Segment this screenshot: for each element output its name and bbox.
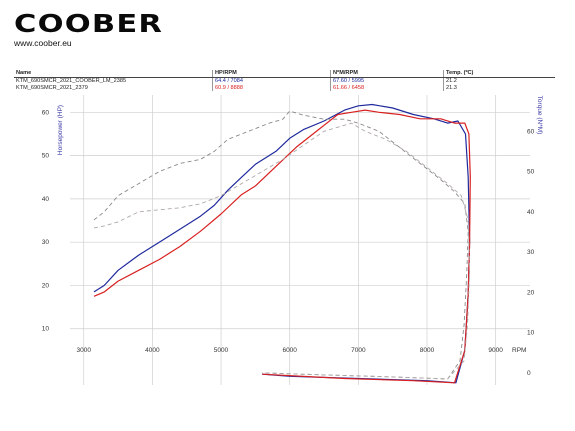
x-tick-label: 6000	[282, 347, 297, 354]
y-tick-label-right: 0	[527, 370, 531, 377]
x-axis-label: RPM	[512, 347, 526, 354]
legend-run-temp: 21.2	[443, 77, 555, 85]
coober-logo: COOBER	[14, 9, 164, 38]
x-tick-label: 3000	[76, 347, 91, 354]
y-tick-label-left: 50	[42, 153, 50, 160]
legend-run-hp: 60.9 / 8888	[212, 84, 331, 92]
legend-header-torque: N*M/RPM	[330, 70, 444, 78]
power-curve-series	[93, 109, 471, 384]
legend-row[interactable]: KTM_690SMCR_2021_2379 60.9 / 8888 61.66 …	[14, 84, 555, 92]
grid-layer	[70, 95, 530, 385]
power-curve-series	[93, 103, 471, 384]
x-tick-label: 9000	[488, 347, 503, 354]
brand-header: COOBER www.coober.eu	[14, 11, 162, 48]
y-tick-label-left: 10	[42, 326, 50, 333]
legend-row[interactable]: KTM_690SMCR_2021_COOBER_LM_2385 64.4 / 7…	[14, 77, 555, 85]
x-tick-label: 5000	[214, 347, 229, 354]
legend-run-torque: 67.60 / 5995	[330, 77, 444, 85]
x-tick-label: 4000	[145, 347, 160, 354]
torque-curve-series	[93, 110, 469, 380]
legend-header-name: Name	[14, 70, 213, 78]
y-tick-label-right: 20	[527, 289, 535, 296]
x-tick-label: 7000	[351, 347, 366, 354]
legend-header-row: Name HP/RPM N*M/RPM Temp. (ºC)	[14, 70, 555, 78]
y-tick-label-right: 50	[527, 169, 535, 176]
y-axis-label-right: Torque (N*M)	[536, 96, 543, 135]
y-tick-label-right: 40	[527, 209, 535, 216]
series-layer	[93, 103, 471, 384]
y-tick-label-left: 20	[42, 282, 50, 289]
y-tick-label-left: 30	[42, 239, 50, 246]
y-tick-label-right: 10	[527, 330, 535, 337]
legend-run-name: KTM_690SMCR_2021_COOBER_LM_2385	[16, 78, 127, 84]
y-tick-label-left: 40	[42, 196, 50, 203]
legend-header-temp: Temp. (ºC)	[443, 70, 555, 78]
legend-run-temp: 21.3	[443, 84, 555, 92]
x-tick-label: 8000	[420, 347, 435, 354]
y-tick-label-right: 60	[527, 128, 535, 135]
run-legend-table: Name HP/RPM N*M/RPM Temp. (ºC) KTM_690SM…	[14, 70, 555, 92]
legend-run-name: KTM_690SMCR_2021_2379	[16, 84, 88, 91]
legend-header-hp: HP/RPM	[212, 70, 331, 78]
brand-url: www.coober.eu	[14, 38, 72, 48]
legend-run-hp: 64.4 / 7084	[212, 77, 331, 85]
tick-label-layer: 3000 4000 5000 6000 7000 8000 9000 10 20 30 40 50 60…	[42, 109, 535, 377]
legend-run-torque: 61.66 / 6458	[330, 84, 444, 92]
torque-curve-series	[93, 122, 471, 380]
y-tick-label-left: 60	[42, 109, 50, 116]
y-axis-label-left: Horsepower (HP)	[57, 105, 64, 155]
y-tick-label-right: 30	[527, 249, 535, 256]
